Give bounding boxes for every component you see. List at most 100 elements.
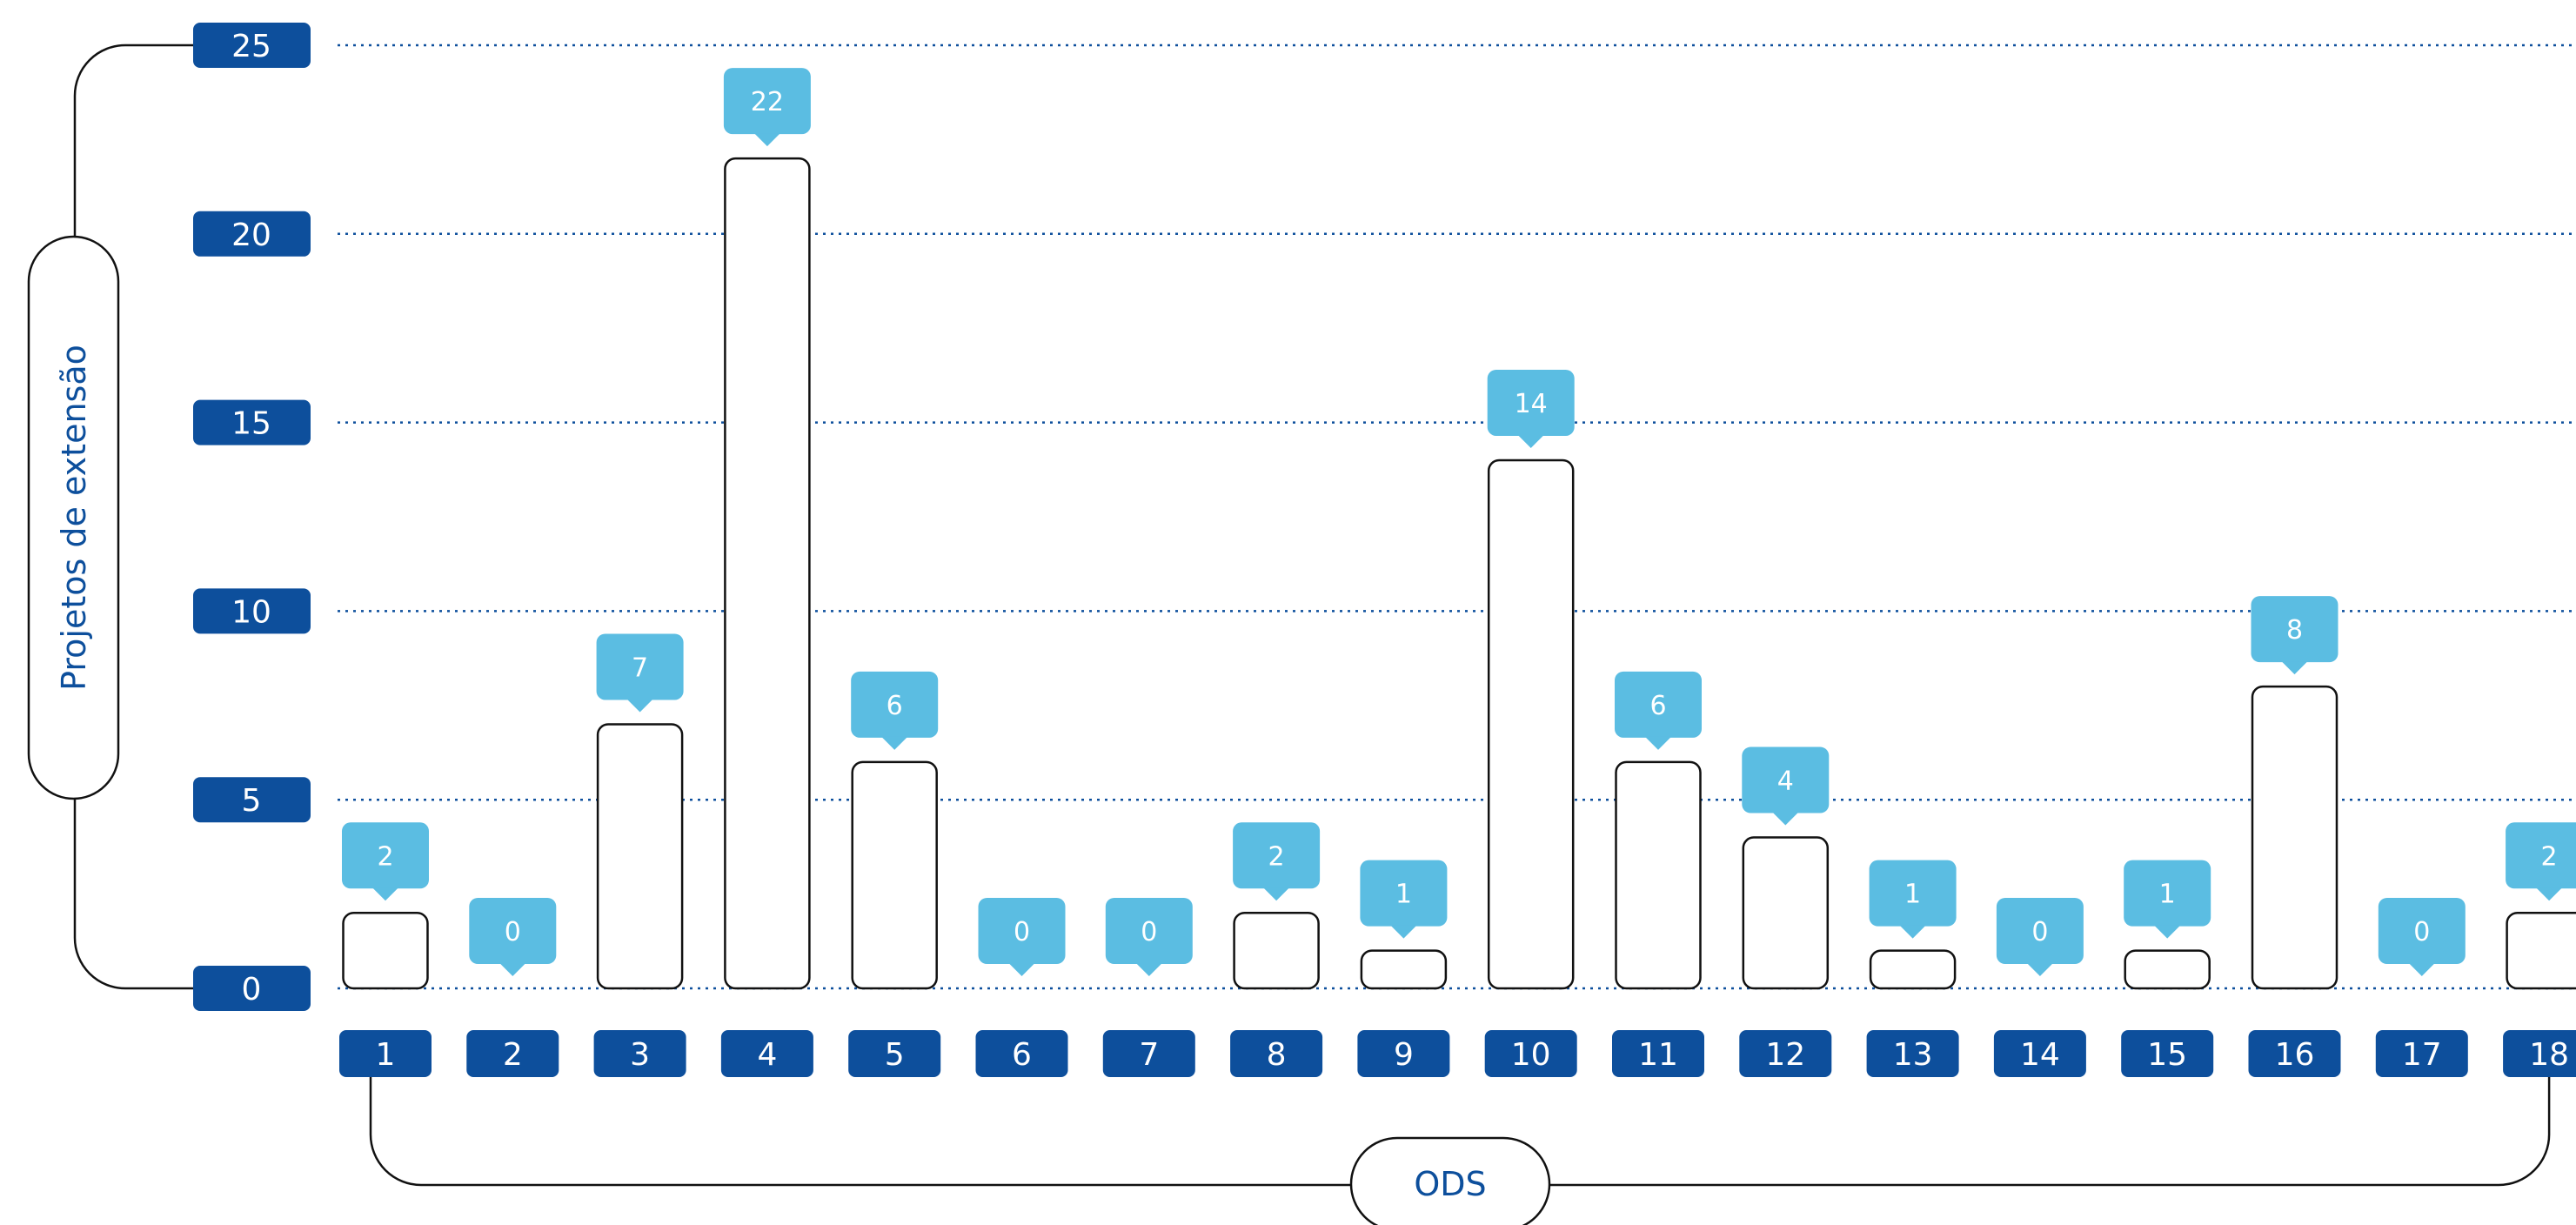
x-tick-label: 9 (1394, 1037, 1414, 1073)
x-tick-badge (1739, 1030, 1832, 1077)
data-label: 22 (723, 68, 811, 147)
x-tick-badge (1866, 1030, 1959, 1077)
data-label: 1 (1869, 860, 1957, 939)
x-tick-label: 7 (1139, 1037, 1159, 1073)
bar (1487, 459, 1575, 990)
y-tick-badge (193, 399, 311, 445)
x-tick-badge (1484, 1030, 1577, 1077)
bar (342, 912, 429, 990)
data-label-value: 1 (1904, 880, 1921, 910)
data-label-value: 6 (1649, 691, 1666, 721)
data-label-box (978, 898, 1066, 964)
data-label: 0 (1996, 898, 2084, 976)
bars (342, 157, 2576, 990)
x-tick-badge (1357, 1030, 1450, 1077)
y-tick-label: 25 (231, 29, 271, 64)
data-label: 0 (469, 898, 557, 976)
data-label-box (2124, 860, 2211, 927)
x-tick-label: 13 (1893, 1037, 1933, 1073)
x-tick: 3 (593, 1030, 686, 1077)
data-label-pointer (1899, 925, 1926, 939)
y-axis-title-pill (27, 235, 120, 800)
x-tick-label: 10 (1511, 1037, 1551, 1073)
data-label-value: 0 (2031, 917, 2048, 947)
data-label-value: 0 (2413, 917, 2430, 947)
y-bracket-top (73, 44, 193, 237)
data-label: 0 (1105, 898, 1193, 976)
x-tick-label: 15 (2147, 1037, 2187, 1073)
bar (1869, 949, 1957, 990)
data-label-box (1742, 746, 1830, 813)
data-label-value: 2 (377, 841, 393, 872)
bar (1742, 836, 1830, 990)
x-tick-badge (975, 1030, 1068, 1077)
data-label-pointer (2408, 963, 2435, 976)
x-tick-badge (2375, 1030, 2468, 1077)
y-tick-label: 15 (231, 406, 271, 442)
data-label-pointer (2154, 925, 2181, 939)
y-tick-label: 20 (231, 218, 271, 253)
x-tick: 15 (2121, 1030, 2214, 1077)
bar (596, 723, 684, 990)
data-label-box (1615, 671, 1702, 738)
data-label-pointer (1390, 925, 1417, 939)
x-tick-badge (2248, 1030, 2341, 1077)
x-tick-label: 4 (757, 1037, 777, 1073)
data-label-value: 0 (505, 917, 521, 947)
data-label-box (1233, 822, 1321, 889)
x-tick-labels: 1 2 3 4 5 6 7 8 9 10 11 12 13 14 15 16 17 18 (339, 1030, 2576, 1077)
data-label: 8 (2251, 596, 2338, 675)
data-label-pointer (499, 963, 526, 976)
x-tick: 9 (1357, 1030, 1450, 1077)
x-tick-label: 2 (503, 1037, 523, 1073)
data-label-box (1869, 860, 1957, 927)
x-tick-badge (466, 1030, 559, 1077)
bar (1360, 949, 1448, 990)
x-tick: 1 (339, 1030, 432, 1077)
x-tick-badge (593, 1030, 686, 1077)
x-tick-badge (339, 1030, 432, 1077)
bar (1615, 760, 1702, 990)
x-tick: 10 (1484, 1030, 1577, 1077)
x-tick-label: 5 (885, 1037, 905, 1073)
data-label: 6 (851, 671, 939, 750)
x-tick-badge (1612, 1030, 1704, 1077)
x-tick-label: 12 (1765, 1037, 1805, 1073)
x-tick-badge (720, 1030, 813, 1077)
x-tick: 7 (1102, 1030, 1195, 1077)
data-label-value: 1 (2159, 880, 2176, 910)
x-tick: 14 (1993, 1030, 2086, 1077)
y-tick: 15 (193, 399, 311, 445)
y-tick: 25 (193, 23, 311, 68)
data-label-box (342, 822, 429, 889)
data-label: 7 (596, 633, 684, 713)
x-tick-label: 17 (2402, 1037, 2442, 1073)
x-tick-badge (1230, 1030, 1323, 1077)
data-label-pointer (1263, 887, 1290, 901)
x-tick: 4 (720, 1030, 813, 1077)
x-tick: 5 (848, 1030, 941, 1077)
data-label-value: 8 (2286, 615, 2303, 646)
data-label-box (469, 898, 557, 964)
x-tick: 18 (2503, 1030, 2576, 1077)
x-tick-badge (2121, 1030, 2214, 1077)
data-label-box (1996, 898, 2084, 964)
x-axis-title-pill (1349, 1136, 1551, 1225)
data-label-value: 6 (887, 691, 903, 721)
x-tick-label: 18 (2529, 1037, 2569, 1073)
x-axis-title: ODS (1414, 1165, 1486, 1203)
data-label: 1 (1360, 860, 1448, 939)
y-tick-label: 10 (231, 594, 271, 630)
x-tick-badge (848, 1030, 941, 1077)
bar (724, 157, 811, 990)
data-label-pointer (2026, 963, 2053, 976)
data-label-pointer (1135, 963, 1162, 976)
data-label-pointer (372, 887, 398, 901)
data-label-pointer (626, 699, 653, 713)
data-labels: 2 0 7 22 6 0 0 2 1 14 6 4 1 0 1 8 0 2 (342, 68, 2576, 976)
data-label-box (723, 68, 811, 135)
data-label-box (2251, 596, 2338, 663)
x-tick-label: 11 (1638, 1037, 1678, 1073)
bar (851, 760, 938, 990)
data-label: 0 (2378, 898, 2466, 976)
